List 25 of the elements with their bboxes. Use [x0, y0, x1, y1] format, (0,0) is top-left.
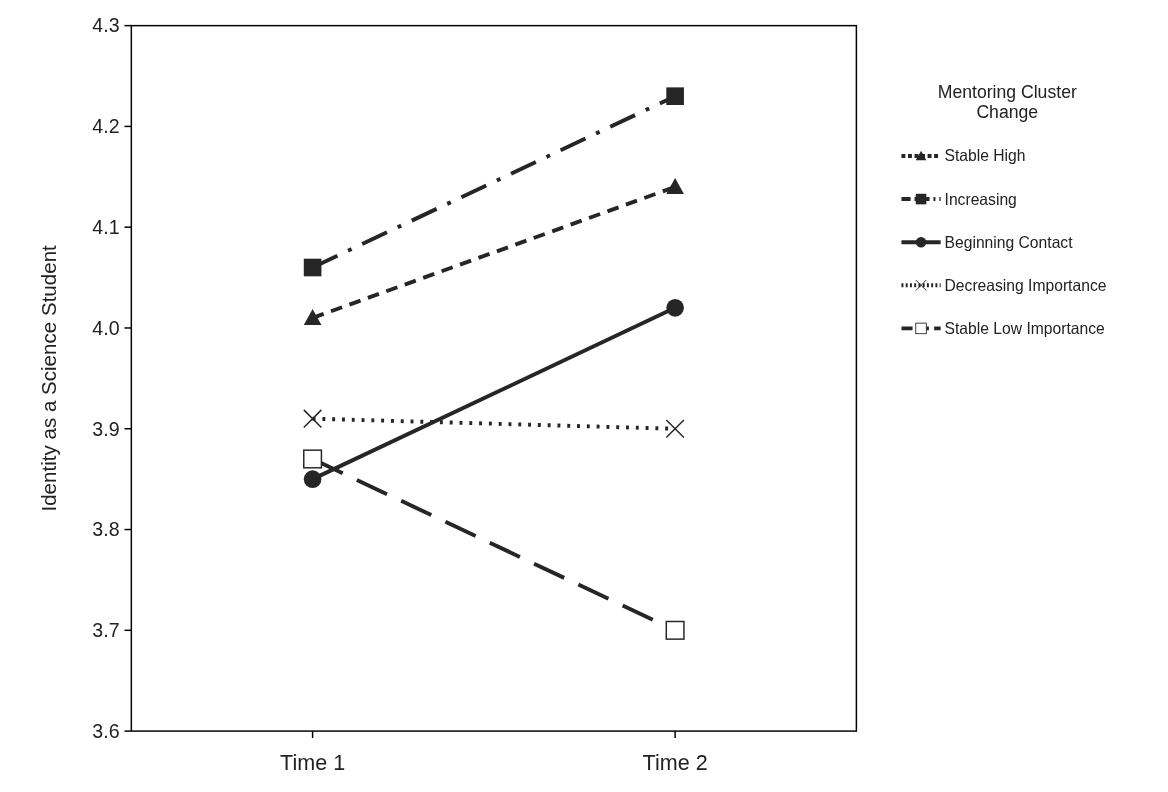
- legend-label: Decreasing Importance: [944, 276, 1107, 294]
- point: [303, 409, 323, 429]
- point: [665, 620, 685, 640]
- y-tick-label: 4.0: [92, 316, 120, 339]
- point: [666, 87, 684, 105]
- y-tick-label: 3.7: [92, 619, 120, 642]
- y-tick-label: 3.9: [92, 417, 120, 440]
- point: [303, 258, 322, 277]
- point: [666, 299, 684, 317]
- legend-label: Stable Low Importance: [944, 319, 1105, 337]
- y-axis-title: Identity as a Science Student: [36, 244, 60, 512]
- legend-label: Increasing: [944, 190, 1017, 208]
- x-tick-label: Time 1: [280, 750, 346, 776]
- y-tick-label: 4.2: [92, 115, 120, 138]
- legend-title: Mentoring Cluster Change: [937, 82, 1077, 122]
- legend-label: Stable High: [944, 147, 1026, 165]
- point: [303, 449, 323, 469]
- legend-label: Beginning Contact: [944, 233, 1074, 251]
- point: [303, 470, 322, 488]
- y-tick-label: 4.3: [92, 14, 120, 37]
- y-tick-label: 3.6: [92, 719, 120, 742]
- x-tick-label: Time 2: [642, 750, 708, 776]
- y-tick-label: 3.8: [92, 518, 120, 541]
- point: [665, 419, 685, 439]
- y-tick-label: 4.1: [92, 216, 120, 239]
